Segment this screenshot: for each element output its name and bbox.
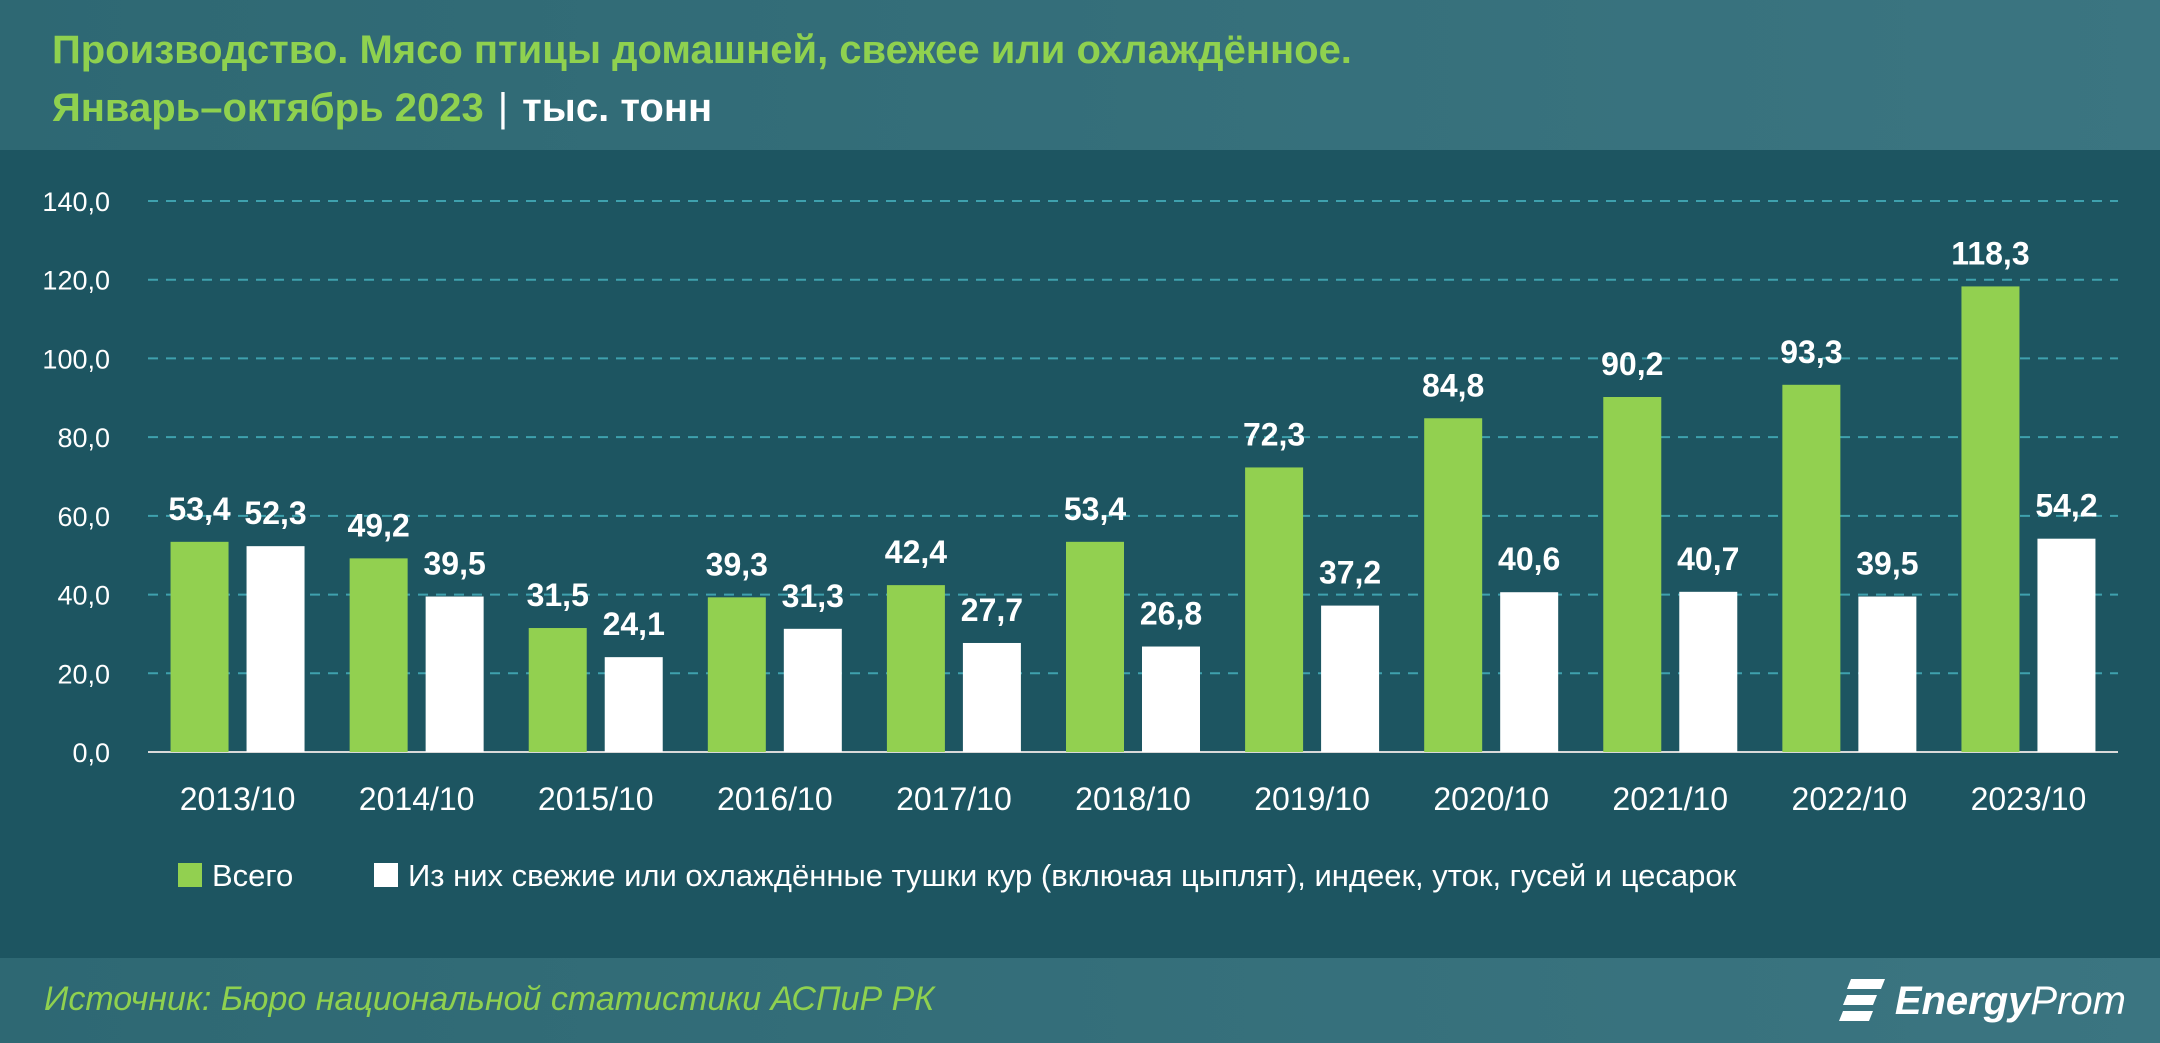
data-label-total: 72,3 [1243, 416, 1305, 452]
unit-label: тыс. тонн [522, 86, 713, 130]
bar-carcasses [604, 657, 663, 752]
data-label-carcasses: 24,1 [603, 606, 665, 642]
y-tick-label: 80,0 [57, 423, 110, 453]
x-tick-label: 2016/10 [717, 781, 833, 817]
x-tick-label: 2015/10 [538, 781, 654, 817]
legend-swatch-carcasses [374, 863, 398, 887]
bar-total [1066, 541, 1124, 752]
chart-title: Производство. Мясо птицы домашней, свеже… [52, 28, 1352, 72]
bar-total [1782, 384, 1841, 752]
bar-carcasses [1142, 646, 1200, 752]
data-label-total: 84,8 [1422, 367, 1484, 403]
bar-carcasses [1500, 592, 1559, 752]
bar-total [1603, 396, 1662, 752]
bar-carcasses [246, 546, 305, 752]
x-tick-label: 2018/10 [1075, 781, 1191, 817]
bar-total [1961, 286, 2020, 752]
logo-text-bold: Energy [1894, 978, 2031, 1023]
y-tick-label: 60,0 [57, 502, 110, 532]
x-tick-label: 2013/10 [180, 781, 296, 817]
x-tick-label: 2022/10 [1792, 781, 1908, 817]
logo-text: EnergyProm [1895, 979, 2126, 1024]
bar-carcasses [2037, 538, 2096, 752]
x-tick-label: 2020/10 [1433, 781, 1549, 817]
bar-carcasses [783, 628, 842, 752]
y-tick-label: 140,0 [42, 187, 110, 217]
bar-chart: 0,0 20,0 40,0 60,0 80,0 100,0 120,0 140,0 53,4 52… [42, 187, 2118, 893]
bar-carcasses [425, 596, 484, 752]
header-band: Производство. Мясо птицы домашней, свеже… [0, 0, 2160, 150]
data-label-total: 42,4 [885, 534, 947, 570]
data-label-carcasses: 52,3 [244, 495, 306, 531]
title-separator: | [497, 86, 509, 130]
data-label-carcasses: 31,3 [782, 578, 844, 614]
data-label-carcasses: 39,5 [1856, 546, 1918, 582]
energyprom-logo: EnergyProm [1837, 972, 2126, 1030]
data-label-carcasses: 54,2 [2035, 488, 2097, 524]
bar-total [886, 585, 945, 752]
data-label-total: 49,2 [347, 507, 409, 543]
data-label-total: 39,3 [706, 546, 768, 582]
data-label-total: 90,2 [1601, 346, 1663, 382]
bar-carcasses [962, 642, 1021, 752]
data-label-carcasses: 37,2 [1319, 555, 1381, 591]
x-tick-label: 2014/10 [359, 781, 475, 817]
legend-label-total: Всего [212, 858, 293, 893]
data-label-carcasses: 27,7 [961, 592, 1023, 628]
chart-subtitle: Январь–октябрь 2023 | тыс. тонн [52, 86, 712, 131]
bar-carcasses [1321, 605, 1380, 752]
period-label: Январь–октябрь 2023 [52, 86, 484, 130]
y-tick-label: 20,0 [57, 659, 110, 689]
legend-swatch-total [178, 863, 202, 887]
bar-carcasses [1679, 591, 1738, 752]
x-tick-label: 2017/10 [896, 781, 1012, 817]
logo-text-light: Prom [2030, 978, 2126, 1023]
data-label-carcasses: 40,7 [1677, 541, 1739, 577]
data-label-total: 93,3 [1780, 334, 1842, 370]
source-note: Источник: Бюро национальной статистики А… [44, 980, 935, 1018]
data-label-total: 118,3 [1951, 235, 2029, 271]
data-label-carcasses: 26,8 [1140, 596, 1202, 632]
bar-total [707, 597, 766, 752]
data-label-total: 53,4 [1064, 491, 1126, 527]
y-tick-label: 120,0 [42, 266, 110, 296]
bar-total [349, 558, 408, 752]
data-label-total: 53,4 [168, 491, 230, 527]
x-tick-label: 2023/10 [1971, 781, 2087, 817]
y-tick-label: 100,0 [42, 344, 110, 374]
legend-label-carcasses: Из них свежие или охлаждённые тушки кур … [408, 858, 1737, 893]
x-tick-label: 2021/10 [1612, 781, 1728, 817]
footer-band: Источник: Бюро национальной статистики А… [0, 958, 2160, 1043]
y-tick-label: 0,0 [72, 738, 110, 768]
y-tick-label: 40,0 [57, 581, 110, 611]
data-label-total: 31,5 [527, 577, 589, 613]
data-label-carcasses: 39,5 [423, 546, 485, 582]
logo-icon [1838, 979, 1885, 1021]
x-tick-label: 2019/10 [1254, 781, 1370, 817]
bar-carcasses [1858, 596, 1917, 752]
bar-total [170, 541, 229, 752]
bar-total [528, 628, 587, 752]
plot-area: 0,0 20,0 40,0 60,0 80,0 100,0 120,0 140,0 53,4 52… [0, 150, 2160, 958]
bar-total [1424, 418, 1483, 752]
bar-total [1245, 467, 1304, 752]
data-label-carcasses: 40,6 [1498, 541, 1560, 577]
